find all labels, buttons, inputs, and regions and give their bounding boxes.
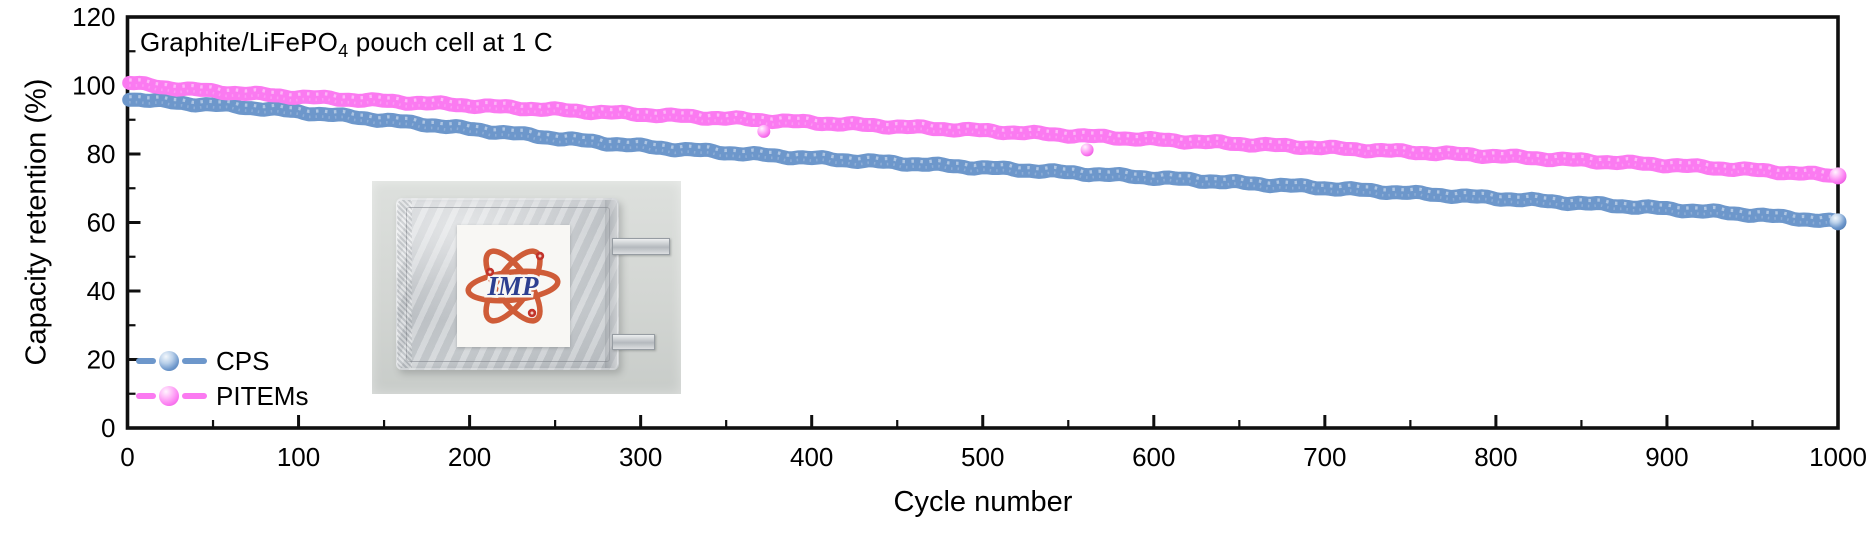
imp-label: IMP (457, 225, 570, 347)
pouch-seal-left (397, 200, 412, 368)
cps-sphere-icon (159, 351, 179, 371)
plot-annotation: Graphite/LiFePO4 pouch cell at 1 C (140, 27, 553, 62)
legend-label-cps: CPS (216, 345, 270, 376)
x-tick-label: 700 (1303, 442, 1346, 472)
cps-end-marker (1829, 213, 1847, 231)
imp-logo-text: IMP (486, 271, 539, 301)
x-tick-label: 400 (790, 442, 833, 472)
y-tick-label: 0 (101, 413, 115, 443)
pitems-end-marker (1829, 167, 1847, 185)
imp-atom-logo: IMP (465, 248, 561, 324)
annotation-subscript: 4 (338, 41, 349, 62)
series-cps-line-sheen (129, 94, 1839, 221)
series-pitems-line-sheen (129, 78, 1839, 175)
y-axis-title: Capacity retention (%) (20, 78, 53, 366)
legend-item-pitems: PITEMs (136, 381, 308, 411)
atom-orbit-icon (465, 268, 561, 304)
x-tick-label: 500 (961, 442, 1004, 472)
y-tick-label: 120 (72, 2, 115, 32)
electron-dot-highlight (530, 311, 534, 315)
legend-item-cps: CPS (136, 346, 308, 376)
y-tick-label: 80 (87, 139, 116, 169)
pouch-cell-photo: IMP (372, 181, 681, 394)
cps-dash-icon (136, 358, 156, 364)
legend: CPS PITEMs (136, 346, 308, 411)
x-tick-label: 100 (277, 442, 320, 472)
cps-dash-icon (182, 358, 207, 364)
annotation-text-post: pouch cell at 1 C (348, 27, 553, 57)
pitems-dash-icon (136, 393, 156, 399)
cps-series-marker (136, 351, 207, 371)
pouch-tab-top (612, 238, 670, 255)
atom-orbit-icon (483, 248, 543, 324)
pouch-seal-seam (406, 207, 610, 362)
pitems-series-marker (136, 386, 207, 406)
y-tick-label: 40 (87, 276, 116, 306)
x-axis-title: Cycle number (893, 486, 1073, 518)
electron-dot-highlight (538, 254, 542, 258)
pitems-sphere-icon (159, 386, 179, 406)
annotation-text-pre: Graphite/LiFePO (140, 27, 339, 57)
x-tick-label: 600 (1132, 442, 1175, 472)
series-cps-line-sheen (129, 100, 1839, 226)
y-tick-label: 20 (87, 345, 116, 375)
x-tick-label: 200 (448, 442, 491, 472)
series-pitems-line (122, 75, 1845, 183)
pitems-outlier-dot (757, 124, 771, 138)
electron-dot-highlight (488, 270, 492, 274)
series-pitems-line-sheen (129, 83, 1839, 180)
atom-orbit-icon (483, 248, 543, 324)
series-cps-line (122, 92, 1845, 229)
pitems-outlier-dot (1080, 143, 1094, 157)
x-tick-label: 300 (619, 442, 662, 472)
x-tick-label: 900 (1645, 442, 1688, 472)
x-tick-label: 800 (1474, 442, 1517, 472)
x-tick-label: 0 (120, 442, 134, 472)
pitems-dash-icon (182, 393, 207, 399)
pouch-tab-bottom (612, 334, 655, 350)
x-tick-label: 1000 (1809, 442, 1867, 472)
y-tick-label: 60 (87, 208, 116, 238)
y-tick-label: 100 (72, 71, 115, 101)
legend-label-pitems: PITEMs (216, 380, 309, 411)
